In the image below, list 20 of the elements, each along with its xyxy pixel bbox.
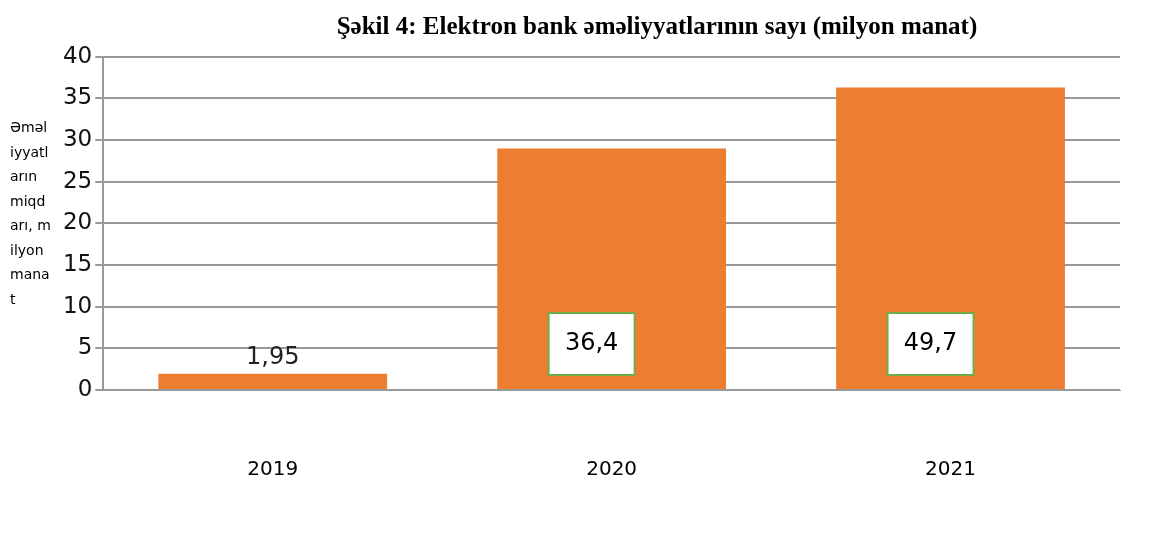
x-tick-label: 2019 [247,456,299,481]
bar [497,148,727,389]
y-tick-label: 5 [77,333,93,360]
y-tick-label: 10 [62,291,93,318]
x-tick-label: 2020 [586,456,638,481]
y-tick-label: 35 [62,83,93,110]
annotation: 49,7 [903,328,958,357]
annotation: 36,4 [564,328,619,357]
y-tick-label: 0 [77,374,93,401]
y-tick-label: 30 [62,125,93,152]
chart-title: Şəkil 4: Elektron bank əməliyyatlarının sayı (milyon manat) [335,12,979,40]
y-tick-label: 25 [62,166,93,193]
y-tick-label: 15 [62,250,93,277]
y-axis-title: Əməliyyatların miqdarı, milyon manat [10,118,51,309]
bar [158,373,388,389]
y-tick-label: 20 [62,208,93,235]
bar [836,87,1065,389]
x-tick-label: 2021 [925,456,976,481]
y-tick-label: 40 [62,41,93,68]
data-label: 1,95 [246,341,300,370]
